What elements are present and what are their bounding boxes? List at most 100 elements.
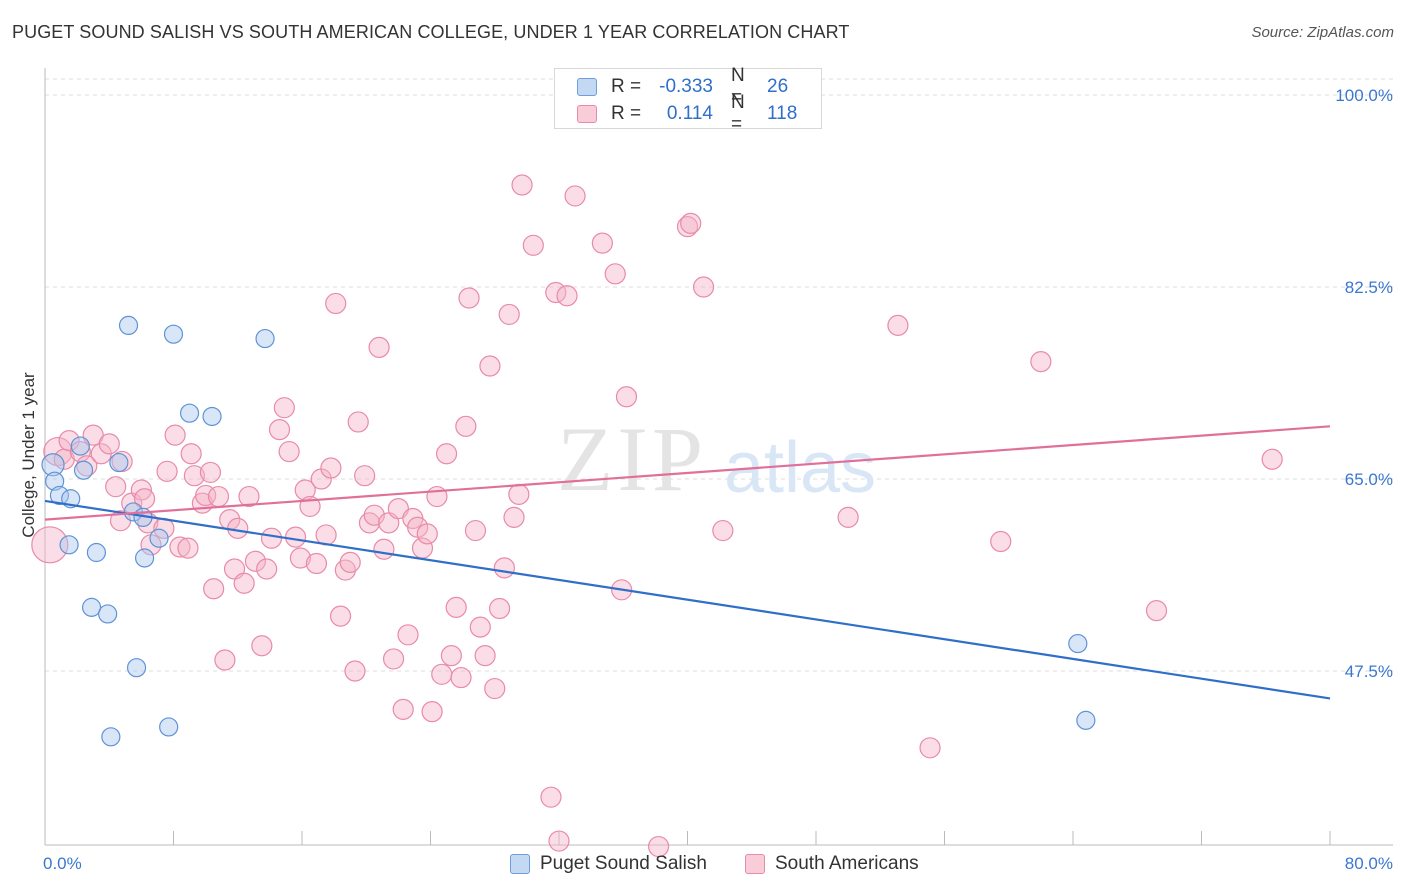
y-tick-label: 47.5% — [1345, 662, 1393, 681]
data-point-south-american — [325, 292, 347, 315]
data-point-puget — [101, 727, 121, 747]
data-point-south-american — [177, 537, 199, 559]
series-south-americans — [31, 89, 1283, 858]
data-point-south-american — [479, 355, 501, 377]
data-point-south-american — [680, 212, 702, 234]
data-point-south-american — [1030, 351, 1052, 373]
data-point-puget — [179, 403, 200, 423]
data-point-puget — [126, 658, 147, 678]
data-point-south-american — [522, 234, 544, 256]
trend-line-south-americans — [44, 425, 1331, 521]
data-point-south-american — [1145, 600, 1168, 622]
data-point-puget — [70, 436, 90, 456]
data-point-south-american — [339, 551, 361, 573]
data-point-south-american — [105, 476, 127, 498]
data-point-puget — [1076, 710, 1096, 730]
y-axis-label: College, Under 1 year — [19, 372, 38, 538]
data-point-south-american — [373, 538, 395, 560]
data-point-south-american — [1261, 448, 1283, 470]
data-point-south-american — [392, 698, 414, 721]
data-point-south-american — [130, 479, 152, 501]
data-point-puget — [49, 485, 70, 506]
data-point-south-american — [183, 465, 205, 487]
data-point-puget — [202, 406, 222, 427]
x-tick-label-max: 80.0% — [1345, 854, 1393, 873]
data-point-south-american — [244, 550, 267, 572]
data-point-south-american — [458, 287, 480, 309]
data-point-south-american — [445, 596, 467, 618]
data-point-south-american — [347, 411, 369, 433]
data-point-puget — [159, 717, 179, 737]
legend-r-value: -0.333 — [659, 76, 713, 97]
watermark-zip: ZIP — [557, 408, 707, 510]
trend-line-puget — [44, 499, 1331, 700]
source-label: Source: ZipAtlas.com — [1251, 24, 1394, 41]
data-point-south-american — [289, 547, 311, 569]
data-point-south-american — [484, 677, 506, 700]
data-point-south-american — [919, 737, 941, 759]
data-point-south-american — [712, 519, 734, 542]
legend-item-puget-sound-salish[interactable]: Puget Sound Salish — [510, 852, 707, 876]
data-point-south-american — [556, 285, 578, 307]
axis-layer — [44, 68, 1393, 846]
data-point-south-american — [676, 216, 699, 238]
series-puget-sound-salish — [41, 315, 1096, 747]
legend-n-label: N = — [731, 92, 745, 135]
legend-n-label: N = — [731, 65, 745, 108]
data-point-south-american — [431, 663, 453, 685]
data-point-south-american — [464, 519, 487, 542]
data-point-puget — [45, 471, 65, 491]
data-point-south-american — [207, 485, 230, 508]
data-point-south-american — [180, 443, 202, 465]
data-point-south-american — [98, 433, 120, 455]
data-point-puget — [118, 315, 139, 335]
data-point-puget — [86, 542, 107, 563]
data-point-south-american — [268, 419, 291, 441]
chart-title: PUGET SOUND SALISH VS SOUTH AMERICAN COL… — [12, 22, 850, 42]
data-point-south-american — [203, 578, 225, 600]
data-point-south-american — [82, 424, 104, 446]
data-point-puget — [149, 528, 169, 548]
data-point-south-american — [387, 498, 409, 520]
data-point-south-american — [214, 649, 236, 671]
data-point-south-american — [503, 506, 525, 529]
watermark: ZIP atlas — [557, 408, 876, 510]
data-point-south-american — [238, 485, 260, 508]
legend-swatch-pink — [577, 105, 597, 123]
data-point-south-american — [493, 557, 515, 579]
legend-n-value: 118 — [767, 103, 798, 124]
data-point-south-american — [615, 386, 638, 408]
data-point-south-american — [474, 645, 496, 667]
data-point-puget — [255, 328, 275, 349]
data-point-puget — [109, 452, 129, 473]
legend-swatch-blue — [510, 854, 530, 874]
y-tick-label: 100.0% — [1335, 86, 1393, 105]
data-point-south-american — [540, 786, 562, 808]
legend-r-label: R = — [611, 76, 642, 97]
series-legend: Puget Sound Salish South Americans — [0, 852, 1406, 878]
data-point-south-american — [498, 303, 520, 326]
data-point-south-american — [488, 597, 511, 620]
data-point-south-american — [278, 440, 300, 463]
data-point-south-american — [256, 558, 278, 580]
legend-label: South Americans — [775, 853, 919, 874]
data-point-south-american — [591, 232, 613, 254]
data-point-puget — [163, 324, 184, 344]
y-tick-label: 65.0% — [1345, 470, 1393, 489]
legend-item-south-americans[interactable]: South Americans — [745, 852, 919, 876]
data-point-south-american — [251, 635, 273, 657]
data-point-south-american — [440, 645, 462, 667]
data-point-south-american — [273, 397, 295, 419]
data-point-puget — [98, 604, 118, 624]
data-point-south-american — [31, 526, 69, 564]
data-point-south-american — [164, 424, 186, 446]
data-point-puget — [1068, 633, 1088, 654]
data-point-south-american — [320, 457, 342, 479]
data-point-south-american — [548, 830, 570, 852]
data-point-south-american — [382, 648, 405, 670]
stats-legend: R = -0.333 N = 26 R = 0.114 N = 118 — [554, 65, 822, 135]
data-point-puget — [59, 535, 79, 555]
data-point-south-american — [284, 526, 307, 548]
data-point-south-american — [647, 835, 670, 858]
